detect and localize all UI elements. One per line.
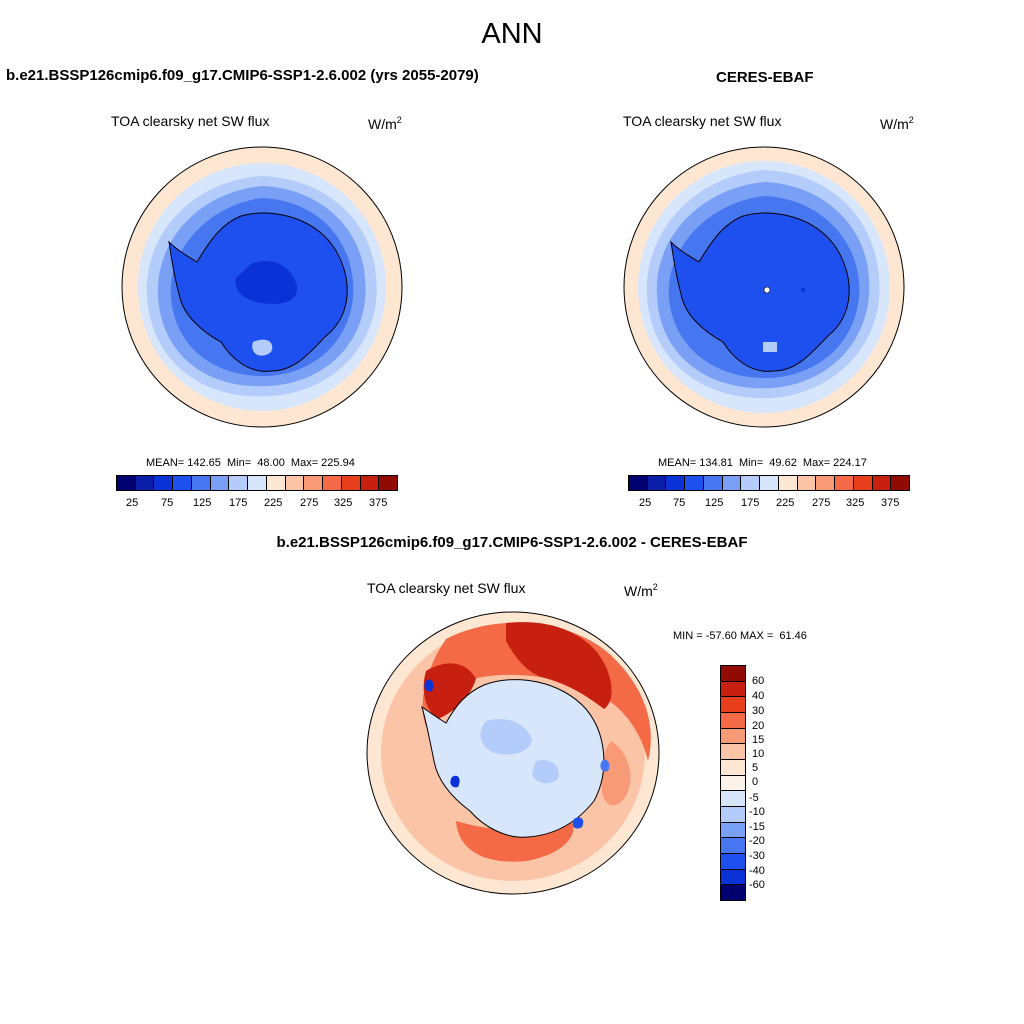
- diff-cb-tick: -5: [749, 792, 759, 804]
- obs-polar-map: [623, 146, 905, 428]
- figure-title: ANN: [481, 18, 543, 50]
- obs-subtitle: TOA clearsky net SW flux: [623, 113, 782, 129]
- diff-colorbar: [720, 665, 746, 901]
- diff-cb-tick: -10: [749, 806, 765, 818]
- model-cb-tick: 25: [126, 497, 139, 509]
- diff-cb-tick: 15: [752, 734, 765, 746]
- diff-units: W/m2: [624, 582, 658, 599]
- model-cb-tick: 275: [300, 497, 319, 509]
- obs-cb-tick: 275: [812, 497, 831, 509]
- diff-cb-tick: 30: [752, 705, 765, 717]
- diff-cb-tick: 40: [752, 690, 765, 702]
- model-colorbar: [116, 475, 398, 491]
- diff-cb-tick: -15: [749, 821, 765, 833]
- obs-cb-tick: 175: [741, 497, 760, 509]
- obs-panel-title: CERES-EBAF: [716, 69, 814, 86]
- model-cb-tick: 325: [334, 497, 353, 509]
- diff-panel-title: b.e21.BSSP126cmip6.f09_g17.CMIP6-SSP1-2.…: [276, 534, 748, 551]
- model-cb-tick: 375: [369, 497, 388, 509]
- diff-antarctica-outline: [421, 679, 605, 838]
- obs-antarctica-outline: [670, 212, 850, 372]
- diff-cb-tick: -30: [749, 850, 765, 862]
- model-stats: MEAN= 142.65 Min= 48.00 Max= 225.94: [146, 457, 355, 469]
- obs-cb-tick: 325: [846, 497, 865, 509]
- obs-units: W/m2: [880, 115, 914, 132]
- diff-cb-tick: 5: [752, 762, 759, 774]
- model-cb-tick: 225: [264, 497, 283, 509]
- diff-cb-tick: -20: [749, 835, 765, 847]
- diff-cb-tick: -60: [749, 879, 765, 891]
- diff-cb-tick: 60: [752, 675, 765, 687]
- diff-subtitle: TOA clearsky net SW flux: [367, 580, 526, 596]
- obs-cb-tick: 225: [776, 497, 795, 509]
- diff-cb-tick: -40: [749, 865, 765, 877]
- model-subtitle: TOA clearsky net SW flux: [111, 113, 270, 129]
- obs-cb-tick: 375: [881, 497, 900, 509]
- obs-colorbar: [628, 475, 910, 491]
- diff-polar-map: [366, 611, 660, 895]
- diff-minmax: MIN = -57.60 MAX = 61.46: [673, 630, 807, 642]
- model-units: W/m2: [368, 115, 402, 132]
- obs-cb-tick: 25: [639, 497, 652, 509]
- model-cb-tick: 175: [229, 497, 248, 509]
- obs-stats: MEAN= 134.81 Min= 49.62 Max= 224.17: [658, 457, 867, 469]
- obs-cb-tick: 125: [705, 497, 724, 509]
- model-polar-map: [121, 146, 403, 428]
- model-panel-title: b.e21.BSSP126cmip6.f09_g17.CMIP6-SSP1-2.…: [6, 67, 479, 84]
- diff-cb-tick: 10: [752, 748, 765, 760]
- diff-cb-tick: 0: [752, 776, 759, 788]
- diff-cb-tick: 20: [752, 720, 765, 732]
- model-cb-tick: 75: [161, 497, 174, 509]
- obs-cb-tick: 75: [673, 497, 686, 509]
- model-cb-tick: 125: [193, 497, 212, 509]
